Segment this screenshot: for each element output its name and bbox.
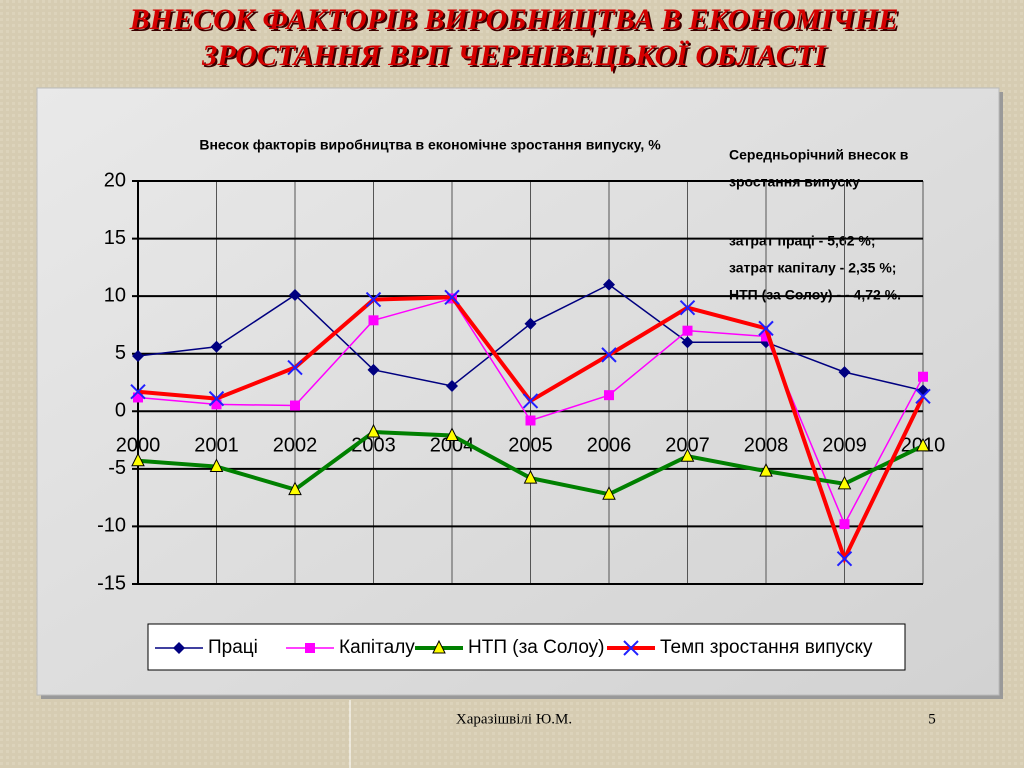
y-tick-label: 0 <box>115 400 126 422</box>
y-tick-label: -15 <box>97 572 126 594</box>
title: ВНЕСОК ФАКТОРІВ ВИРОБНИЦТВА В ЕКОНОМІЧНЕ <box>129 3 899 36</box>
data-point <box>759 463 773 477</box>
y-tick-label: 20 <box>104 169 126 191</box>
data-point <box>290 400 300 411</box>
data-point <box>602 486 616 500</box>
data-point <box>288 481 302 496</box>
data-point <box>682 325 693 336</box>
y-tick-label: -5 <box>108 457 126 479</box>
data-point <box>758 320 774 337</box>
data-point <box>525 415 536 426</box>
annotation: НТП (за Солоу) - - 4,72 %. <box>729 287 901 303</box>
data-point <box>365 291 382 308</box>
data-point <box>287 359 303 376</box>
x-tick-label: 2006 <box>587 435 632 457</box>
legend-marker <box>432 639 446 654</box>
author: Харазішвілі Ю.М. <box>456 711 572 727</box>
x-tick-label: 2005 <box>508 435 553 457</box>
title-shadow: ВНЕСОК ФАКТОРІВ ВИРОБНИЦТВА В ЕКОНОМІЧНЕ <box>131 5 901 38</box>
annotation: затрат праці - 5,62 %; <box>729 233 875 249</box>
data-point <box>368 315 379 326</box>
data-point <box>209 458 224 473</box>
legend-marker <box>305 643 315 653</box>
data-point <box>131 452 145 467</box>
legend <box>147 623 906 671</box>
annotation: Середньорічний внесок в <box>729 147 909 163</box>
x-tick-label: 2007 <box>665 435 710 457</box>
data-point <box>445 427 459 441</box>
x-tick-label: 2008 <box>744 435 789 457</box>
data-point <box>367 363 380 376</box>
title-shadow: ЗРОСТАННЯ ВРП ЧЕРНІВЕЦЬКОЇ ОБЛАСТІ <box>203 41 829 74</box>
data-point <box>681 336 694 349</box>
data-point <box>444 289 460 306</box>
data-point <box>915 388 931 405</box>
data-point <box>210 340 223 353</box>
data-point <box>680 448 695 462</box>
data-point <box>130 384 146 400</box>
data-point <box>601 347 617 363</box>
data-point <box>522 393 539 409</box>
data-point <box>289 288 301 301</box>
data-point <box>916 437 930 452</box>
x-tick-label: 2002 <box>273 435 318 457</box>
legend-label: НТП (за Солоу) <box>468 637 605 658</box>
data-point <box>446 379 458 392</box>
data-point <box>839 519 850 530</box>
data-point <box>836 550 853 567</box>
legend-label: Праці <box>208 637 258 658</box>
annotation: затрат капіталу - 2,35 %; <box>729 260 896 276</box>
data-point <box>208 390 225 407</box>
data-point <box>523 469 538 484</box>
data-point <box>132 350 144 363</box>
x-tick-label: 2001 <box>194 435 239 457</box>
y-tick-label: 15 <box>104 227 126 249</box>
x-tick-label: 2000 <box>116 435 161 457</box>
legend-label: Темп зростання випуску <box>660 637 873 658</box>
data-point <box>837 475 852 490</box>
data-point <box>838 366 851 379</box>
data-point <box>679 299 696 316</box>
legend-marker <box>623 640 639 656</box>
y-tick-label: 10 <box>104 284 126 306</box>
data-point <box>524 317 537 330</box>
chart-title: Внесок факторів виробництва в економічне… <box>199 137 661 153</box>
chart-panel <box>36 87 1000 696</box>
x-tick-label: 2009 <box>822 435 867 457</box>
y-tick-label: -10 <box>97 515 126 537</box>
page-number: 5 <box>928 711 936 727</box>
y-tick-label: 5 <box>115 342 126 364</box>
data-point <box>366 423 381 438</box>
data-point <box>603 278 615 291</box>
title: ЗРОСТАННЯ ВРП ЧЕРНІВЕЦЬКОЇ ОБЛАСТІ <box>201 39 827 72</box>
legend-label: Капіталу <box>339 637 415 658</box>
data-point <box>918 371 928 382</box>
legend-marker <box>173 642 185 654</box>
data-point <box>604 390 614 401</box>
